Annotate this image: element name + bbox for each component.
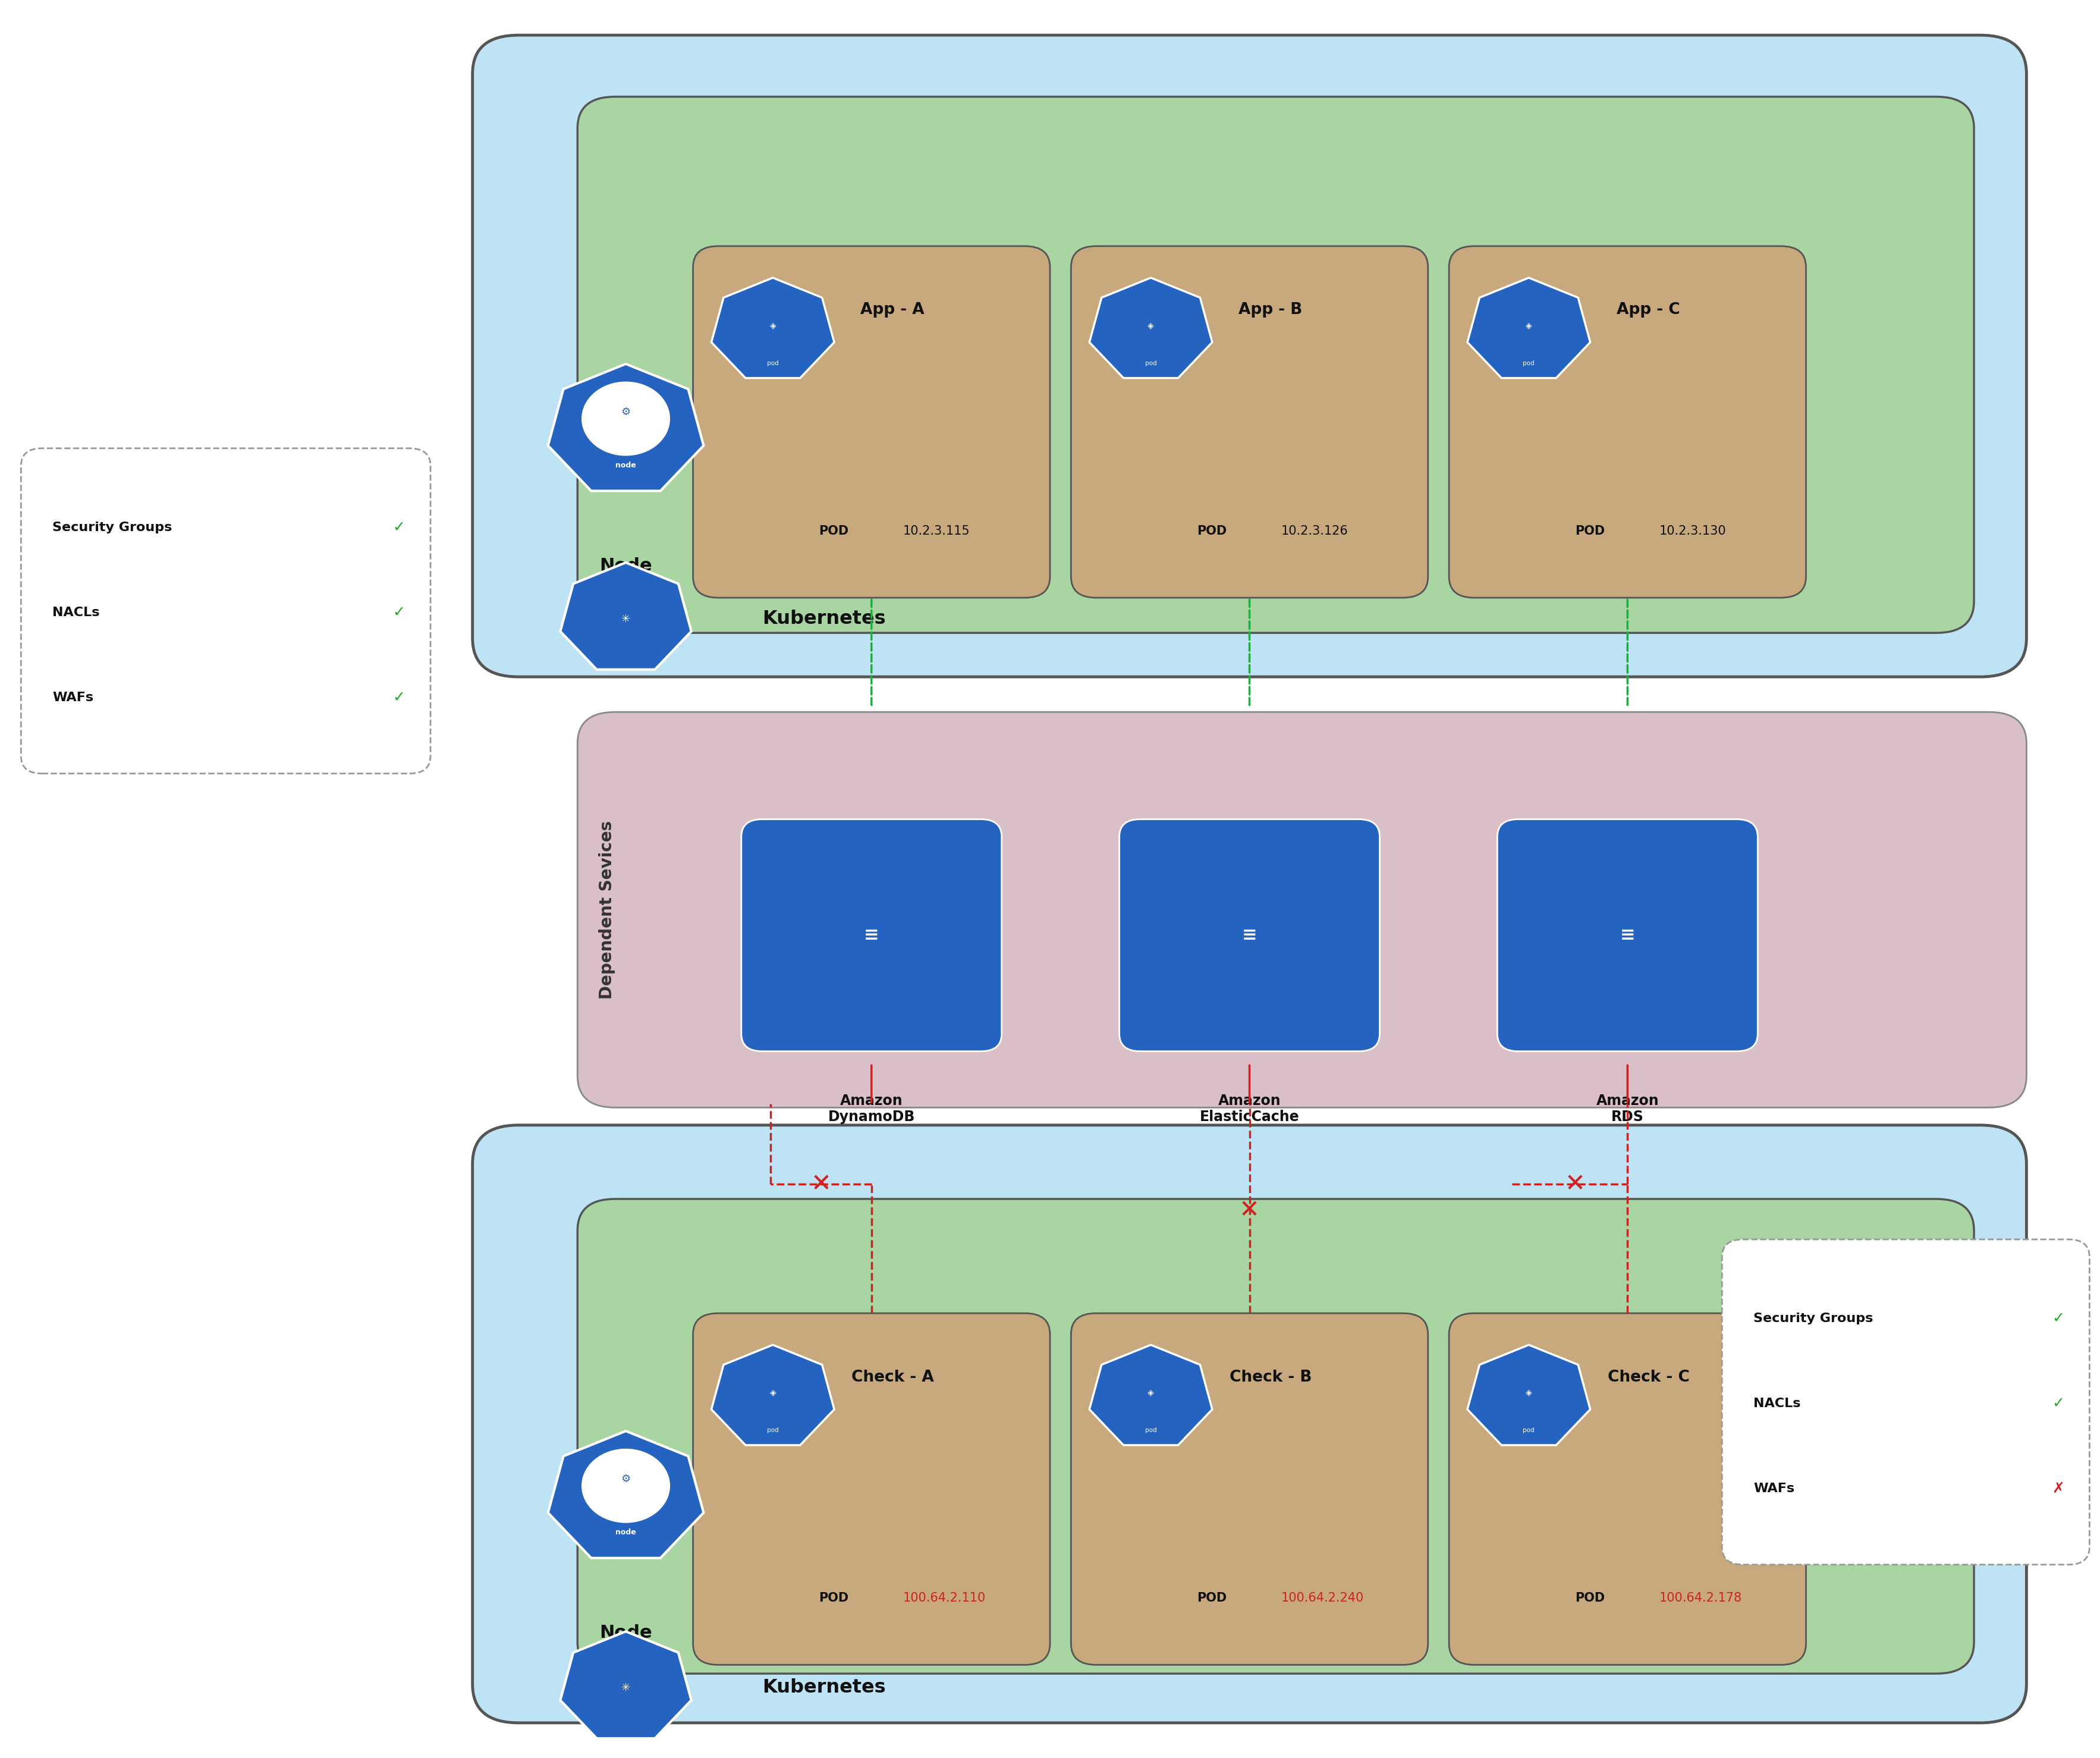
Polygon shape	[1090, 1345, 1212, 1445]
FancyBboxPatch shape	[578, 712, 2026, 1108]
Text: POD: POD	[1197, 1593, 1226, 1603]
Text: WAFs: WAFs	[53, 691, 94, 703]
FancyBboxPatch shape	[1449, 1313, 1806, 1665]
Text: ✓: ✓	[393, 691, 405, 705]
Text: NACLs: NACLs	[53, 607, 101, 619]
FancyBboxPatch shape	[472, 1125, 2026, 1723]
Text: ✓: ✓	[393, 520, 405, 534]
FancyBboxPatch shape	[578, 97, 1974, 633]
Polygon shape	[561, 563, 691, 670]
Text: POD: POD	[819, 1593, 848, 1603]
Text: ◈: ◈	[1147, 322, 1155, 329]
Text: 10.2.3.126: 10.2.3.126	[1281, 526, 1348, 536]
Polygon shape	[712, 1345, 834, 1445]
Text: node: node	[615, 462, 636, 469]
Text: App - B: App - B	[1239, 302, 1302, 318]
Text: Amazon
ElasticCache: Amazon ElasticCache	[1199, 1093, 1300, 1125]
Text: WAFs: WAFs	[1753, 1482, 1795, 1494]
FancyBboxPatch shape	[1722, 1239, 2090, 1565]
Text: ✗: ✗	[2052, 1482, 2064, 1496]
Text: pod: pod	[766, 1427, 779, 1433]
Text: POD: POD	[819, 526, 848, 536]
FancyBboxPatch shape	[472, 35, 2026, 677]
Text: ✕: ✕	[811, 1171, 832, 1197]
Text: Node: Node	[598, 557, 653, 575]
FancyBboxPatch shape	[1119, 819, 1380, 1051]
Text: Check - C: Check - C	[1606, 1369, 1690, 1385]
Text: ✳: ✳	[622, 614, 630, 624]
Text: pod: pod	[1144, 360, 1157, 366]
Circle shape	[582, 1449, 670, 1522]
Text: ◈: ◈	[769, 322, 777, 329]
FancyBboxPatch shape	[21, 448, 430, 774]
Text: ◈: ◈	[1147, 1389, 1155, 1396]
Text: ✕: ✕	[1239, 1197, 1260, 1224]
Text: node: node	[615, 1529, 636, 1536]
Text: ✕: ✕	[1564, 1171, 1586, 1197]
Polygon shape	[548, 364, 704, 490]
Text: 10.2.3.130: 10.2.3.130	[1659, 526, 1726, 536]
Polygon shape	[1468, 1345, 1590, 1445]
FancyBboxPatch shape	[1497, 819, 1758, 1051]
Text: ✓: ✓	[2052, 1396, 2064, 1410]
Text: pod: pod	[766, 360, 779, 366]
Polygon shape	[712, 278, 834, 378]
Text: 100.64.2.240: 100.64.2.240	[1281, 1593, 1363, 1603]
Text: ⚙: ⚙	[622, 406, 630, 417]
Text: ✓: ✓	[393, 605, 405, 619]
Text: ✓: ✓	[2052, 1311, 2064, 1326]
Text: pod: pod	[1522, 360, 1535, 366]
Text: 100.64.2.178: 100.64.2.178	[1659, 1593, 1741, 1603]
Polygon shape	[1468, 278, 1590, 378]
Text: Security Groups: Security Groups	[53, 522, 172, 533]
Text: ✳: ✳	[622, 1682, 630, 1693]
Text: ≡: ≡	[1241, 926, 1258, 944]
FancyBboxPatch shape	[1071, 246, 1428, 598]
Text: Kubernetes: Kubernetes	[762, 610, 886, 628]
Text: ◈: ◈	[1525, 1389, 1533, 1396]
Text: 100.64.2.110: 100.64.2.110	[903, 1593, 985, 1603]
Text: ⚙: ⚙	[622, 1473, 630, 1484]
FancyBboxPatch shape	[578, 1199, 1974, 1674]
FancyBboxPatch shape	[1449, 246, 1806, 598]
Text: App - A: App - A	[861, 302, 924, 318]
Text: Amazon
DynamoDB: Amazon DynamoDB	[827, 1093, 916, 1125]
Text: POD: POD	[1575, 526, 1604, 536]
Text: pod: pod	[1144, 1427, 1157, 1433]
Text: Amazon
RDS: Amazon RDS	[1596, 1093, 1659, 1125]
Text: Check - A: Check - A	[850, 1369, 934, 1385]
FancyBboxPatch shape	[741, 819, 1002, 1051]
Text: Check - B: Check - B	[1228, 1369, 1312, 1385]
Text: NACLs: NACLs	[1753, 1398, 1802, 1410]
Text: POD: POD	[1575, 1593, 1604, 1603]
Text: Dependent Sevices: Dependent Sevices	[598, 821, 615, 999]
Polygon shape	[548, 1431, 704, 1558]
FancyBboxPatch shape	[693, 246, 1050, 598]
Circle shape	[582, 381, 670, 455]
Text: ≡: ≡	[863, 926, 880, 944]
Text: App - C: App - C	[1617, 302, 1680, 318]
Text: Kubernetes: Kubernetes	[762, 1679, 886, 1696]
Polygon shape	[1090, 278, 1212, 378]
FancyBboxPatch shape	[1071, 1313, 1428, 1665]
Text: ◈: ◈	[769, 1389, 777, 1396]
Text: pod: pod	[1522, 1427, 1535, 1433]
Text: POD: POD	[1197, 526, 1226, 536]
Text: Node: Node	[598, 1624, 653, 1642]
Text: ≡: ≡	[1619, 926, 1636, 944]
Polygon shape	[561, 1631, 691, 1739]
Text: 10.2.3.115: 10.2.3.115	[903, 526, 970, 536]
Text: ◈: ◈	[1525, 322, 1533, 329]
Text: Security Groups: Security Groups	[1753, 1313, 1873, 1324]
FancyBboxPatch shape	[693, 1313, 1050, 1665]
